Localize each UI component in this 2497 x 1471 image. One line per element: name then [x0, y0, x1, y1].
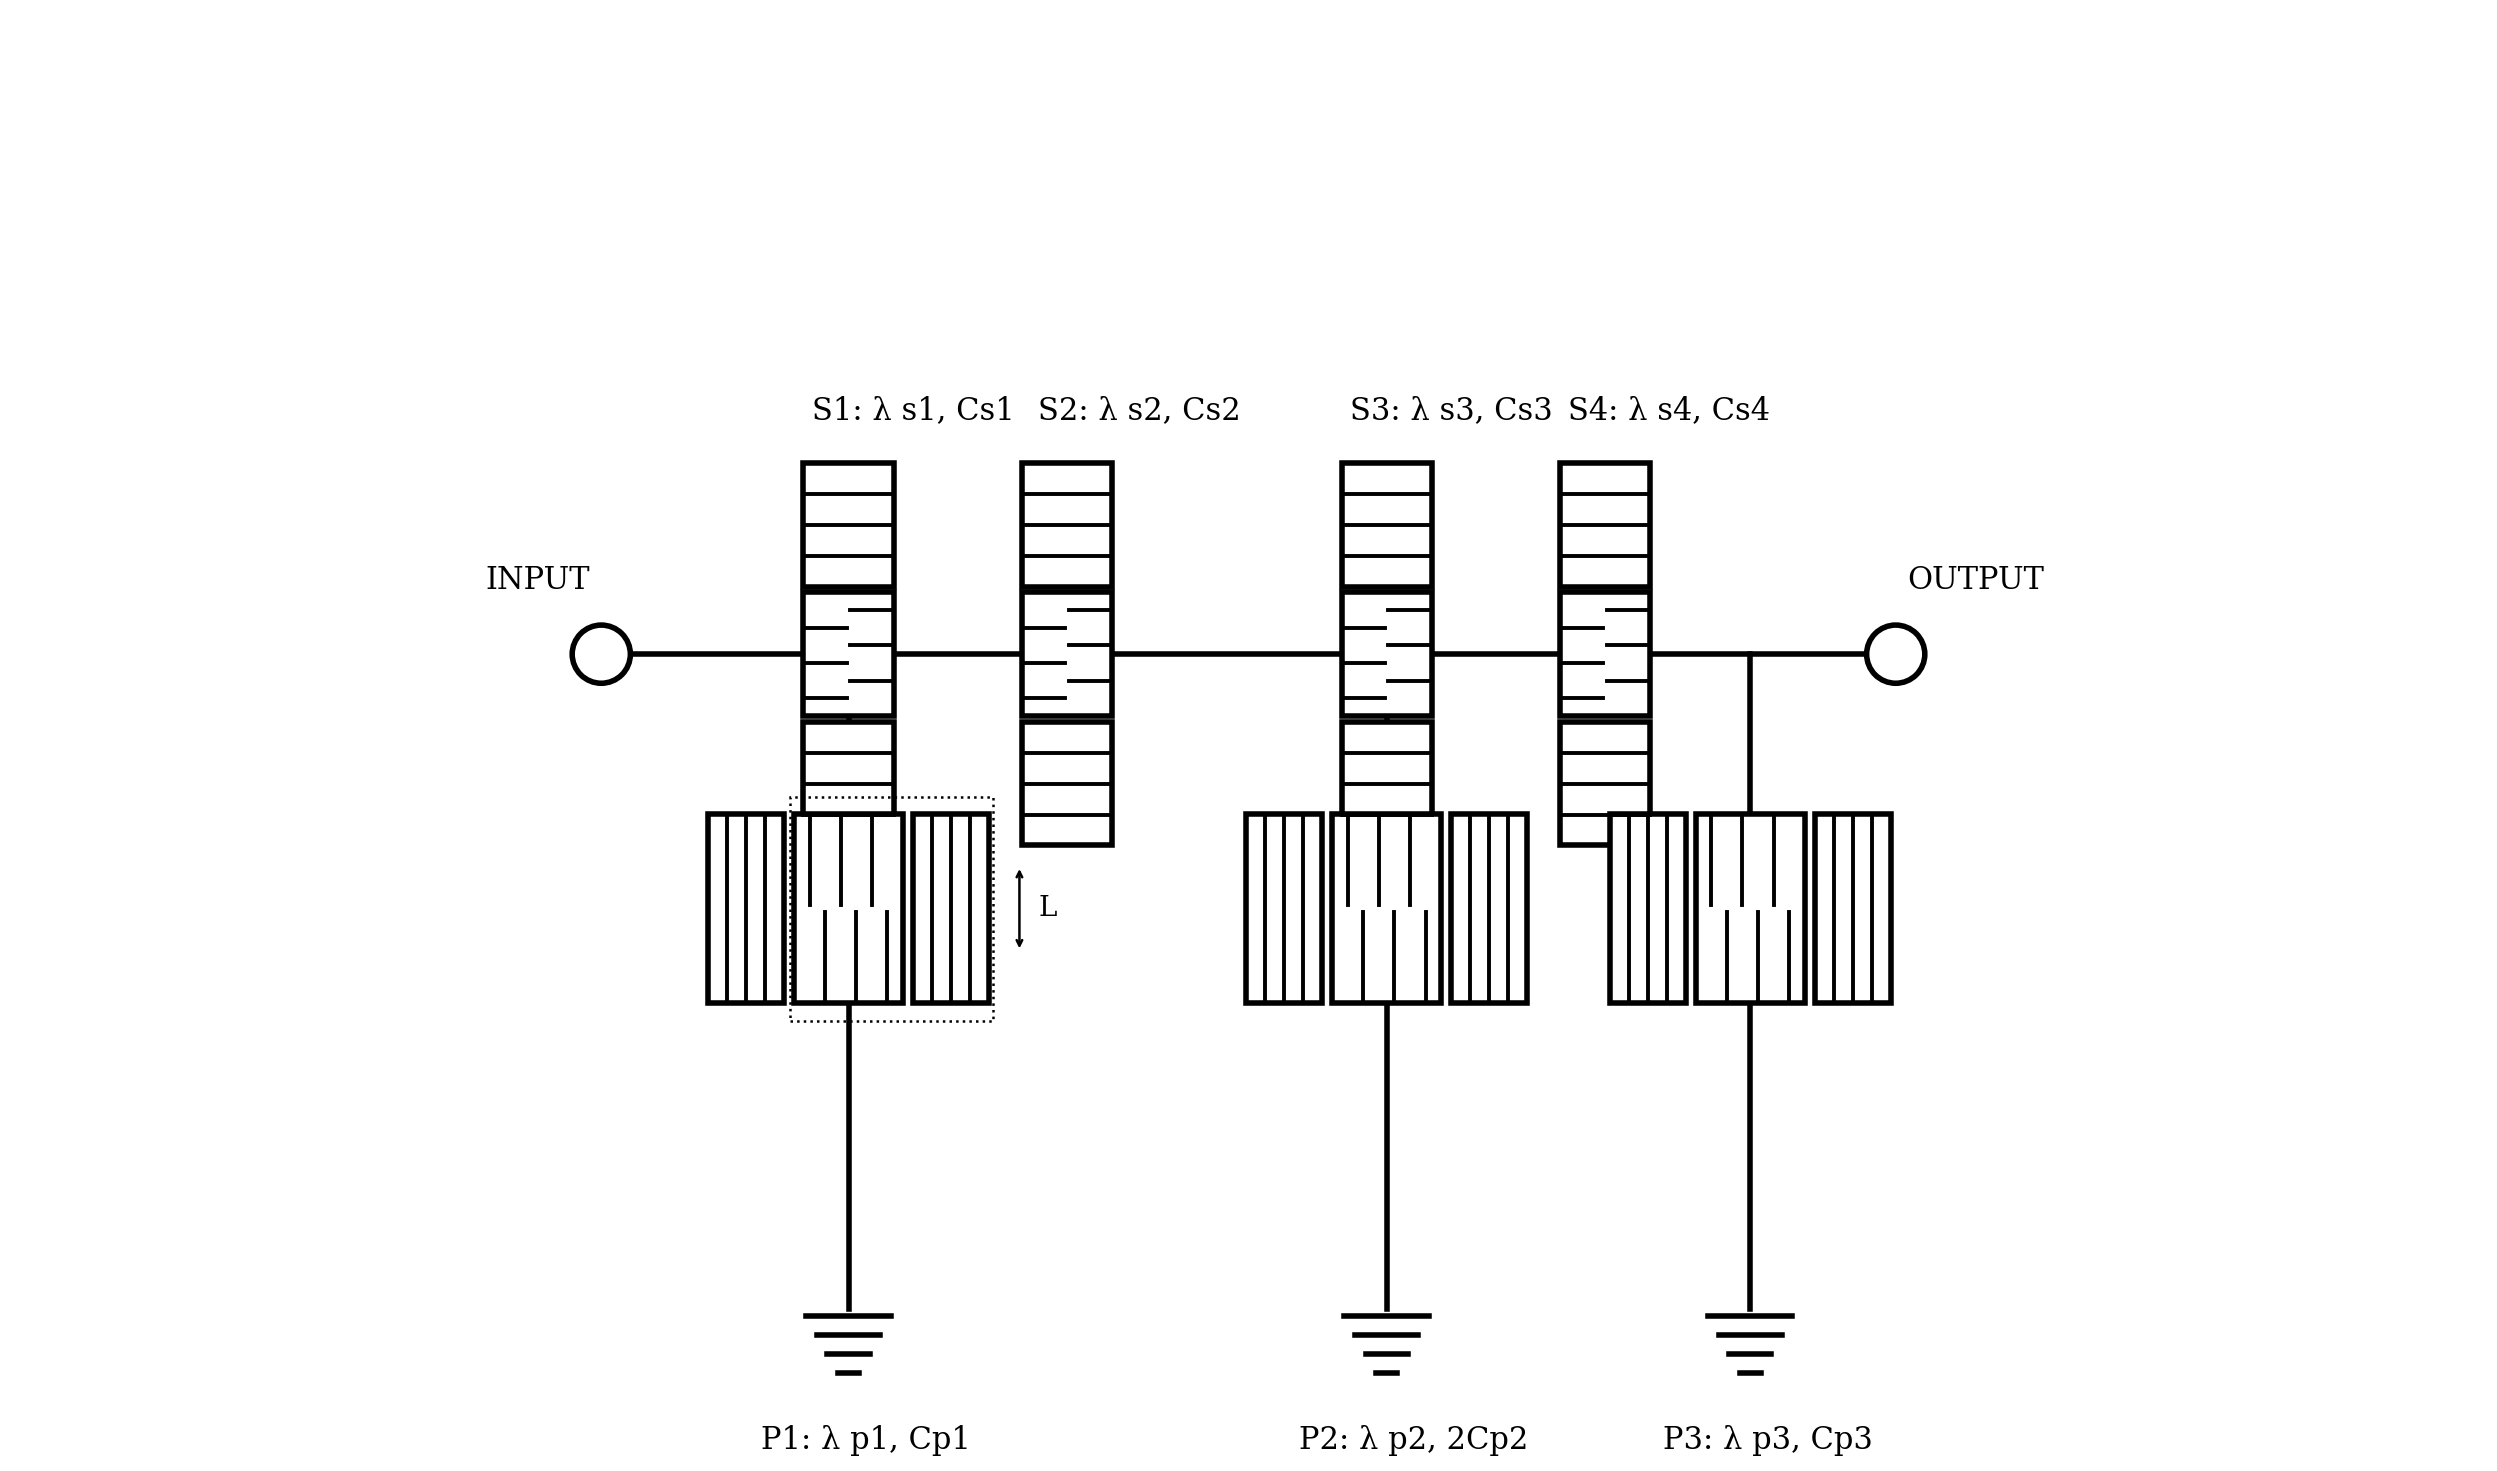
Bar — [1561, 593, 1651, 716]
Bar — [709, 813, 784, 1003]
Text: OUTPUT: OUTPUT — [1908, 565, 2045, 596]
Bar — [1561, 722, 1651, 846]
Bar — [1021, 593, 1111, 716]
Bar — [1611, 813, 1685, 1003]
Bar — [1341, 593, 1431, 716]
Text: L: L — [1039, 896, 1056, 922]
Bar — [804, 722, 894, 846]
Bar — [1021, 463, 1111, 587]
Circle shape — [1868, 625, 1925, 683]
Bar — [914, 813, 989, 1003]
Text: S3: λ s3, Cs3: S3: λ s3, Cs3 — [1351, 396, 1553, 427]
Text: P3: λ p3, Cp3: P3: λ p3, Cp3 — [1663, 1425, 1873, 1456]
Text: INPUT: INPUT — [484, 565, 589, 596]
Text: S1: λ s1, Cs1: S1: λ s1, Cs1 — [812, 396, 1014, 427]
Bar — [1341, 722, 1431, 846]
Text: S2: λ s2, Cs2: S2: λ s2, Cs2 — [1039, 396, 1241, 427]
Bar — [804, 593, 894, 716]
Text: P1: λ p1, Cp1: P1: λ p1, Cp1 — [762, 1425, 971, 1456]
Bar — [1695, 813, 1805, 1003]
Circle shape — [572, 625, 629, 683]
Bar — [1561, 463, 1651, 587]
Bar — [1246, 813, 1321, 1003]
Bar — [1451, 813, 1528, 1003]
Text: P2: λ p2, 2Cp2: P2: λ p2, 2Cp2 — [1298, 1425, 1528, 1456]
Bar — [789, 797, 994, 1021]
Bar — [1341, 463, 1431, 587]
Bar — [794, 813, 904, 1003]
Text: S4: λ s4, Cs4: S4: λ s4, Cs4 — [1568, 396, 1770, 427]
Bar — [1815, 813, 1890, 1003]
Bar — [1021, 722, 1111, 846]
Bar — [804, 463, 894, 587]
Bar — [1331, 813, 1441, 1003]
